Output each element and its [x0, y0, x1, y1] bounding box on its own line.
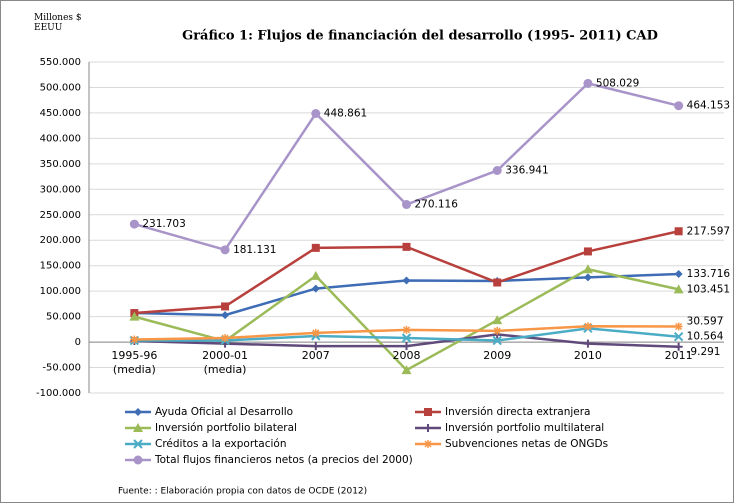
marker [129, 311, 140, 321]
legend-label: Ayuda Oficial al Desarrollo [155, 406, 293, 418]
data-label: 448.861 [324, 108, 367, 120]
x-tick-label: 2010 [573, 349, 602, 363]
marker [220, 245, 230, 255]
marker [402, 200, 411, 210]
data-label: 103.451 [687, 283, 730, 295]
data-label: 270.116 [415, 199, 459, 211]
data-label: 231.703 [142, 218, 185, 230]
marker [424, 440, 432, 448]
legend-item: Inversión portfolio multilateral [415, 422, 604, 434]
marker [134, 408, 142, 416]
data-label: 336.941 [505, 164, 548, 176]
data-label: 10.564 [687, 331, 724, 343]
marker [311, 284, 320, 293]
marker [424, 424, 432, 432]
data-label: 217.597 [687, 225, 730, 237]
marker [133, 455, 143, 465]
y-tick-label: -100.000 [36, 388, 81, 399]
marker [311, 328, 320, 337]
marker [582, 264, 593, 274]
data-label: 30.597 [687, 315, 724, 327]
legend-item: Inversión directa extranjera [415, 406, 590, 418]
marker [493, 278, 502, 287]
legend-label: Inversión portfolio multilateral [445, 422, 604, 434]
data-label: 464.153 [687, 100, 730, 112]
legend-label: Inversión directa extranjera [445, 406, 590, 418]
marker [402, 276, 411, 285]
y-tick-label: 0 [75, 337, 81, 348]
marker [401, 333, 412, 343]
y-tick-label: 50.000 [46, 312, 81, 323]
y-tick-label: 150.000 [40, 261, 81, 272]
marker [674, 322, 683, 331]
marker [402, 325, 411, 334]
marker [221, 334, 230, 343]
legend-item: Ayuda Oficial al Desarrollo [125, 406, 293, 418]
legend-item: Subvenciones netas de ONGDs [415, 438, 608, 450]
x-tick-label: 2007 [301, 349, 330, 363]
marker [673, 284, 684, 294]
y-tick-label: 200.000 [40, 235, 81, 246]
y-tick-label: 300.000 [40, 184, 81, 195]
data-label: 133.716 [687, 268, 731, 280]
y-tick-label: 450.000 [40, 108, 81, 119]
marker [311, 342, 320, 351]
marker [310, 270, 321, 280]
x-tick-label: 2008 [392, 349, 421, 363]
marker [492, 165, 502, 175]
marker [401, 365, 412, 375]
legend-item: Inversión portfolio bilateral [125, 422, 297, 434]
marker [129, 219, 139, 229]
y-tick-label: 550.000 [40, 57, 81, 68]
marker [402, 342, 411, 351]
marker [583, 322, 592, 331]
marker [133, 439, 143, 449]
marker [583, 247, 592, 256]
marker [221, 311, 230, 320]
marker [492, 335, 502, 346]
legend-item: Créditos a la exportación [125, 438, 287, 450]
legend-label: Total flujos financieros netos (a precio… [154, 454, 413, 466]
x-tick-label: 2011 [664, 349, 693, 363]
marker [674, 269, 683, 278]
marker [673, 331, 684, 342]
legend-label: Créditos a la exportación [155, 438, 287, 450]
x-tick-label: 1995-96 (media) [111, 349, 158, 377]
y-tick-label: 100.000 [40, 286, 81, 297]
marker [130, 335, 139, 344]
y-tick-label: 250.000 [40, 210, 81, 221]
marker [583, 273, 592, 282]
marker [583, 78, 593, 88]
marker [402, 242, 411, 251]
y-tick-label: 500.000 [40, 82, 81, 93]
legend-label: Inversión portfolio bilateral [155, 422, 297, 434]
data-label: -9.291 [687, 346, 721, 358]
data-label: 181.131 [233, 244, 276, 256]
chart-title: Gráfico 1: Flujos de financiación del de… [182, 29, 658, 44]
marker [311, 243, 320, 252]
y-axis-label: Millones $ EEUU [34, 13, 82, 33]
marker [493, 326, 502, 335]
marker [311, 109, 321, 119]
marker [674, 227, 683, 236]
marker [424, 408, 432, 416]
marker [674, 101, 684, 111]
data-label: 508.029 [596, 77, 639, 89]
source: Fuente: : Elaboración propia con datos d… [118, 486, 367, 497]
y-tick-label: -50.000 [42, 363, 81, 374]
marker [492, 315, 503, 325]
x-tick-label: 2009 [483, 349, 512, 363]
marker [583, 339, 592, 348]
x-tick-label: 2000-01 (media) [202, 349, 249, 377]
marker [221, 302, 230, 311]
marker [133, 423, 143, 432]
marker [674, 342, 683, 351]
y-tick-label: 400.000 [40, 133, 81, 144]
y-tick-label: 350.000 [40, 159, 81, 170]
legend-item: Total flujos financieros netos (a precio… [125, 454, 413, 466]
legend-label: Subvenciones netas de ONGDs [445, 438, 608, 450]
